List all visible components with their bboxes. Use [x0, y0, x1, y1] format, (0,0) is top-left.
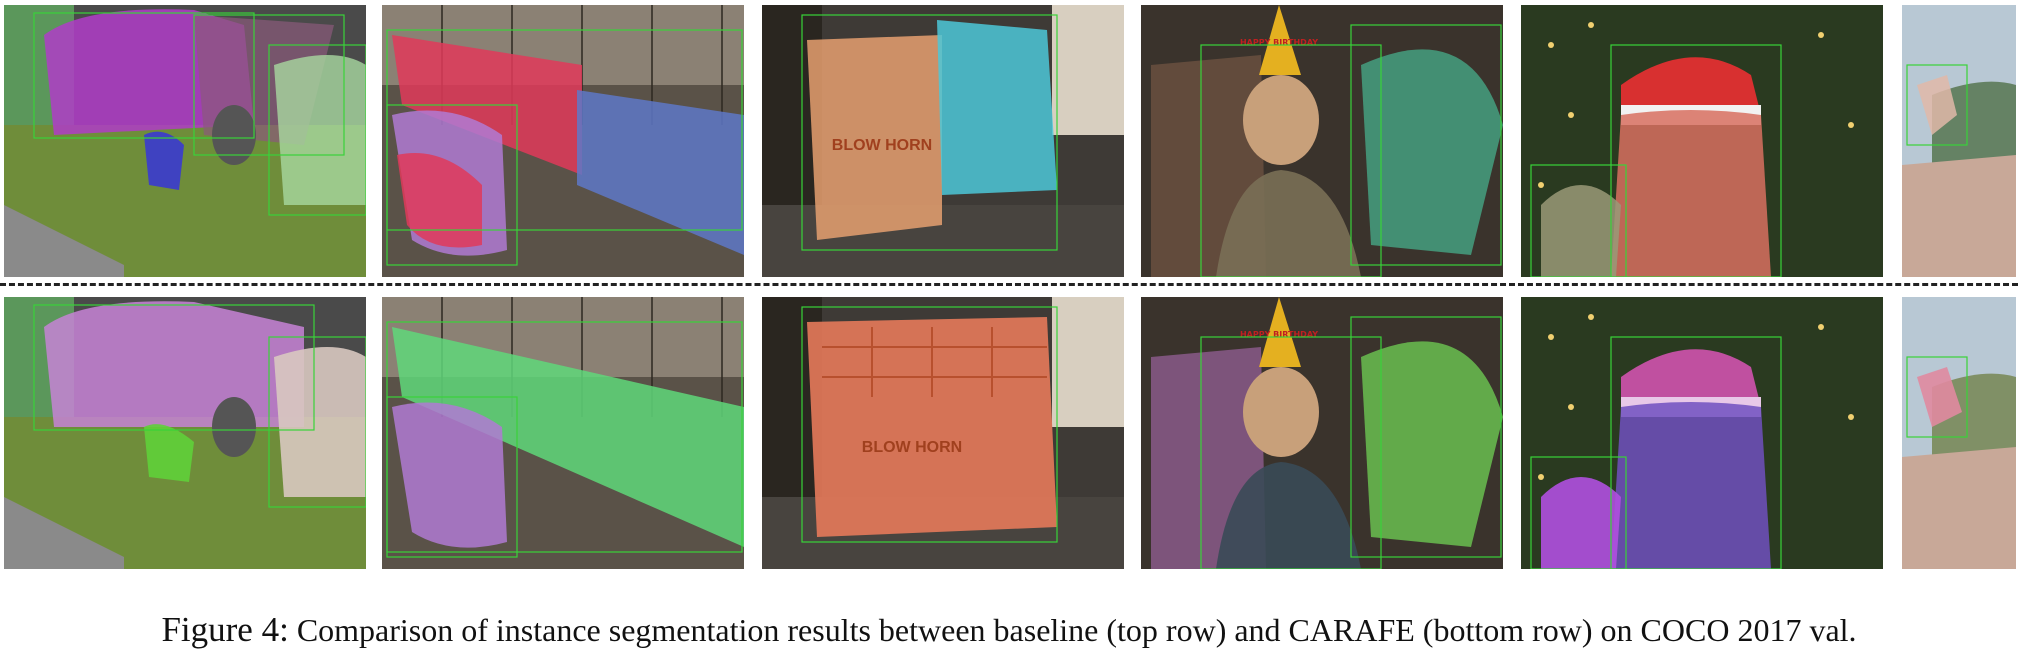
boy-baseline-image: HAPPY BIRTHDAY	[1141, 5, 1503, 277]
panel-skate-baseline	[1902, 5, 2016, 277]
panel-truck-baseline: BLOW HORN	[762, 5, 1124, 277]
panel-skate-carafe	[1902, 297, 2016, 569]
panel-santa-carafe	[1521, 297, 1883, 569]
panel-cars-carafe	[4, 297, 366, 569]
cars-carafe-image	[4, 297, 366, 569]
truck-baseline-image: BLOW HORN	[762, 5, 1124, 277]
panel-truck-carafe: BLOW HORN	[762, 297, 1124, 569]
skate-baseline-image	[1902, 5, 2016, 277]
panel-train-baseline	[382, 5, 744, 277]
figure-caption: Figure 4: Comparison of instance segment…	[0, 610, 2018, 650]
panel-train-carafe	[382, 297, 744, 569]
panel-boy-carafe: HAPPY BIRTHDAY	[1141, 297, 1503, 569]
santa-baseline-image	[1521, 5, 1883, 277]
train-carafe-image	[382, 297, 744, 569]
cars-baseline-image	[4, 5, 366, 277]
skate-carafe-image	[1902, 297, 2016, 569]
panel-boy-baseline: HAPPY BIRTHDAY	[1141, 5, 1503, 277]
truck-sign-baseline: BLOW HORN	[832, 137, 932, 154]
figure-grid: BLOW HORN HAPPY BIRTHDAY	[0, 5, 2018, 569]
truck-sign-carafe: BLOW HORN	[862, 439, 962, 456]
train-baseline-image	[382, 5, 744, 277]
panel-cars-baseline	[4, 5, 366, 277]
carafe-row: BLOW HORN HAPPY BIRTHDAY	[0, 297, 2018, 569]
truck-carafe-image: BLOW HORN	[762, 297, 1124, 569]
baseline-row: BLOW HORN HAPPY BIRTHDAY	[0, 5, 2018, 277]
caption-label: Figure 4:	[161, 610, 289, 649]
hat-text-carafe: HAPPY BIRTHDAY	[1240, 330, 1318, 339]
caption-text: Comparison of instance segmentation resu…	[296, 612, 1857, 648]
hat-text-baseline: HAPPY BIRTHDAY	[1240, 38, 1318, 47]
panel-santa-baseline	[1521, 5, 1883, 277]
santa-carafe-image	[1521, 297, 1883, 569]
boy-carafe-image: HAPPY BIRTHDAY	[1141, 297, 1503, 569]
row-divider	[0, 283, 2018, 286]
